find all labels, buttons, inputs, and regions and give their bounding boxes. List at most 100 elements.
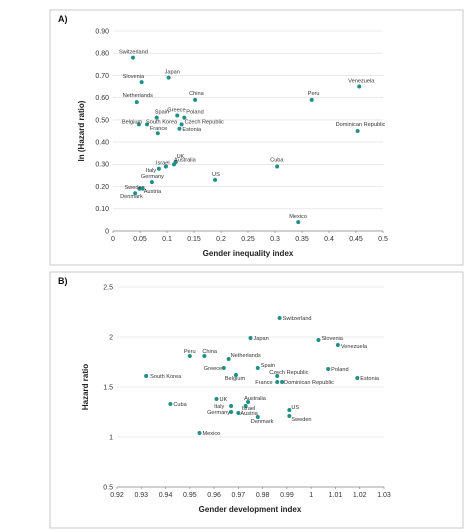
panel-a-point-czech-republic [179,122,184,127]
panel-b-point-label-uk: UK [220,397,228,403]
panel-a-y-axis-title: ln (Hazard ratio) [77,100,86,161]
panel-b-x-tick-label: 0.94 [159,492,173,499]
panel-b-x-tick-label: 0.95 [183,492,197,499]
panel-b-point-israel [243,404,248,408]
panel-b-x-axis-title: Gender development index [199,505,302,514]
panel-b-point-switzerland [277,316,282,320]
panel-a-point-label-greece: Greece [167,107,185,113]
panel-a-point-poland [182,115,187,120]
panel-b-y-axis-title: Hazard ratio [81,364,90,410]
panel-a-point-switzerland [130,55,135,60]
panel-b-point-denmark [255,415,260,419]
panel-b-point-mexico [197,431,202,435]
panel-a-x-tick-label: 0.15 [187,236,201,243]
panel-a-y-tick-label: 0.70 [95,73,109,80]
panel-a-point-label-south-korea: South Korea [146,119,178,125]
panel-a-point-peru [309,97,314,102]
panel-a-point-spain [154,115,159,120]
panel-a-point-label-australia: Australia [174,157,197,163]
panel-b-point-label-switzerland: Switzerland [283,316,312,322]
panel-a-point-label-denmark: Denmark [120,194,143,200]
panel-b-point-japan [248,336,253,340]
panel-b-point-italy [229,404,234,408]
panel-b-point-label-greece: Greece [204,366,222,372]
panel-a-point-label-czech-republic: Czech Republic [185,119,224,125]
panel-a-point-label-israel: Israel [156,161,170,167]
panel-a-chart: A)00.100.200.300.400.500.600.700.800.900… [49,9,464,266]
panel-b-point-belgium [233,373,238,377]
panel-a-point-cuba [275,164,280,169]
panel-b-point-estonia [355,376,360,380]
panel-b-point-label-south-korea: South Korea [150,374,182,380]
panel-a-point-label-netherlands: Netherlands [123,93,153,99]
panel-a-point-south-korea [145,122,150,127]
panel-b-y-tick-label: 1 [109,434,113,441]
panel-b-point-label-peru: Peru [184,349,196,355]
panel-b-frame [49,271,464,529]
panel-b-point-label-cuba: Cuba [173,402,187,408]
panel-b-point-label-belgium: Belgium [225,376,246,382]
panel-a-y-tick-label: 0.10 [95,206,109,213]
panel-a-point-label-spain: Spain [155,110,169,116]
panel-a-point-label-germany: Germany [141,174,164,180]
panel-a-point-label-slovenia: Slovenia [123,74,145,80]
panel-b-point-netherlands [226,357,231,361]
panel-a-point-us [213,177,218,182]
panel-a-y-tick-label: 0.50 [95,117,109,124]
panel-b-point-label-spain: Spain [261,363,275,369]
panel-b-point-sweden [287,414,292,418]
panel-b-point-czech-republic [275,374,280,378]
panel-b-point-dominican-republic [280,380,285,384]
panel-b-y-tick-label: 1.5 [103,384,113,391]
panel-a-point-label-japan: Japan [165,70,180,76]
panel-a-point-sweden [137,186,142,191]
panel-b-x-tick-label: 0.96 [207,492,221,499]
panel-a-x-tick-label: 0.25 [241,236,255,243]
panel-a-point-estonia [177,126,182,131]
panel-a-point-france [155,131,160,136]
panel-a-point-austria [140,186,145,191]
panel-b-point-label-estonia: Estonia [360,376,380,382]
panel-a-x-tick-label: 0.2 [216,236,226,243]
panel-a-point-label-us: US [212,172,220,178]
panel-b-point-label-italy: Italy [214,404,224,410]
panel-a-x-tick-label: 0.05 [133,236,147,243]
panel-b-point-us [287,408,292,412]
panel-a-point-dominican-republic [355,129,360,133]
panel-b-x-tick-label: 0.99 [280,492,294,499]
panel-b-point-cuba [168,402,173,406]
panel-b-chart: B) 0.5 1 1.5 2 2.5 0.92 0.93 0.94 0.95 0.96 0.97 0.9… [49,271,464,529]
panel-b-point-label-slovenia: Slovenia [321,336,343,342]
panel-a-point-label-cuba: Cuba [270,158,284,164]
panel-b-point-spain [255,366,260,370]
panel-a-label: A) [58,14,68,24]
panel-a-point-australia [172,162,177,167]
panel-b-point-label-germany: Germany [207,410,230,416]
panel-a-point-mexico [296,220,301,225]
panel-a-point-venezuela [357,84,362,89]
panel-a-point-greece [175,113,180,118]
panel-b-point-china [202,354,207,358]
panel-b-point-greece [221,366,226,370]
panel-a-point-japan [166,75,171,80]
panel-b-point-label-france: France [255,380,272,386]
panel-a-point-netherlands [134,100,139,105]
panel-a-x-tick-label: 0.45 [349,236,363,243]
panel-b-point-label-israel: Israel [242,406,256,412]
panel-a-point-label-venezuela: Venezuela [348,79,375,85]
panel-b-point-venezuela [335,343,340,347]
panel-b-point-label-poland: Poland [331,367,348,373]
panel-a-point-label-dominican-republic: Dominican Republic [336,122,386,128]
panel-b-point-poland [326,367,331,371]
panel-b-label: B) [58,276,68,286]
panel-b-point-austria [236,411,241,415]
panel-a-x-tick-label: 0.35 [295,236,309,243]
panel-b-x-tick-label: 1 [309,492,313,499]
panel-b-point-south-korea [144,374,149,378]
panel-a-point-germany [149,180,154,185]
panel-b-y-tick-label: 2.5 [103,284,113,291]
panel-b-x-tick-label: 0.97 [232,492,246,499]
panel-a-point-label-france: France [150,126,167,132]
